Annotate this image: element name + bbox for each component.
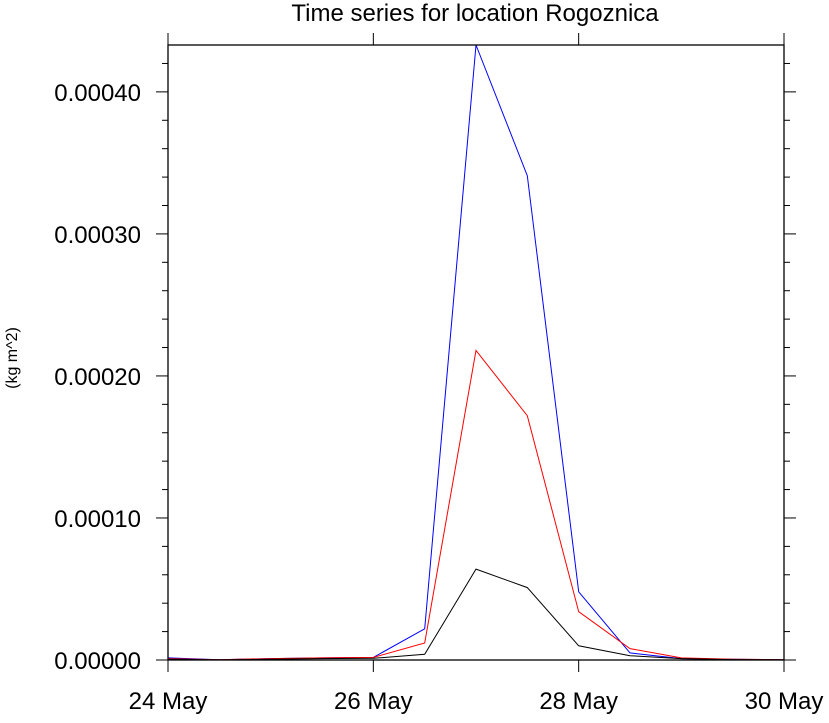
tick-layer: 24 May 26 May 28 May 30 May 0.00000 0.00010 0.… [54, 33, 823, 715]
y-tick-label: 0.00040 [54, 80, 141, 107]
series-line-3 [167, 568, 785, 661]
series-line-2 [167, 349, 785, 661]
x-tick-label: 30 May [745, 688, 824, 715]
x-tick-label: 26 May [334, 688, 413, 715]
y-tick-label: 0.00020 [54, 364, 141, 391]
series-layer [167, 44, 785, 661]
y-tick-label: 0.00010 [54, 506, 141, 533]
y-axis-label: (kg m^2) [4, 327, 21, 389]
axes-layer [167, 44, 785, 661]
x-tick-label: 24 May [129, 688, 208, 715]
y-tick-label: 0.00030 [54, 222, 141, 249]
y-tick-label: 0.00000 [54, 648, 141, 675]
chart-title: Time series for location Rogoznica [291, 0, 659, 27]
plot-frame [167, 44, 785, 661]
x-tick-label: 28 May [539, 688, 618, 715]
